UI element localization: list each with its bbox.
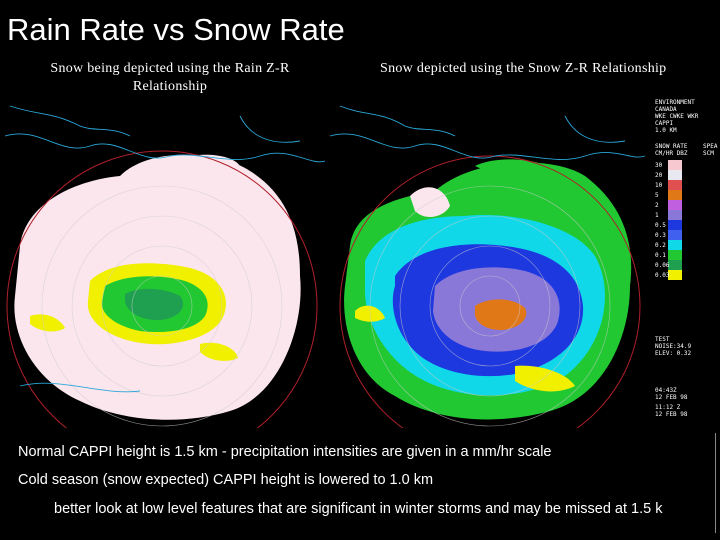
status-test: TEST	[655, 336, 670, 343]
footer-time-2: 11:12 Z	[655, 404, 681, 411]
radar-image-snow-zr: ENVIRONMENT CANADA WKE CWKE WKR CAPPI 1.…	[325, 96, 720, 428]
slide-title: Rain Rate vs Snow Rate	[7, 12, 345, 47]
radar-info-panel: ENVIRONMENT CANADA WKE CWKE WKR CAPPI 1.…	[655, 99, 718, 157]
radar-status-block: TEST NOISE:34.9 ELEV: 0.32 04:43Z 12 FEB…	[655, 336, 692, 418]
divider	[715, 433, 716, 533]
legend-row: 10	[655, 182, 663, 189]
legend-row: 20	[655, 172, 663, 179]
legend-row: 30	[655, 162, 663, 169]
notes-area: Normal CAPPI height is 1.5 km - precipit…	[0, 433, 720, 540]
legend-title-2: CM/HR DBZ	[655, 150, 688, 157]
legend-row: 0.5	[655, 222, 666, 229]
footer-date-2: 12 FEB 98	[655, 411, 688, 418]
note-low-level-features: better look at low level features that a…	[54, 501, 663, 517]
legend-row: 0.06	[655, 262, 670, 269]
status-elev: ELEV: 0.32	[655, 350, 692, 357]
legend-row: 2	[655, 202, 659, 209]
legend-row: 1	[655, 212, 659, 219]
legend-row: 5	[655, 192, 659, 199]
note-cappi-height: Normal CAPPI height is 1.5 km - precipit…	[18, 444, 552, 460]
legend-title-3: SPEA	[703, 143, 718, 150]
legend-row: 0.1	[655, 252, 666, 259]
left-radar-caption: Snow being depicted using the Rain Z-R R…	[50, 61, 290, 94]
panel-header-2: CANADA	[655, 106, 677, 113]
panel-header-3: WKE CWKE WKR	[655, 113, 699, 120]
footer-time-1: 04:43Z	[655, 387, 677, 394]
legend-row: 0.03	[655, 272, 670, 279]
legend-row: 0.2	[655, 242, 666, 249]
status-noise: NOISE:34.9	[655, 343, 692, 350]
right-radar-caption: Snow depicted using the Snow Z-R Relatio…	[380, 61, 667, 76]
panel-header-1: ENVIRONMENT	[655, 99, 695, 106]
panel-header-4: CAPPI	[655, 120, 673, 127]
snow-rate-legend: 30 20 10 5 2 1 0.5 0.3 0.2 0.1 0.06 0.03	[655, 160, 682, 280]
snow-rate-echo	[344, 159, 632, 420]
footer-date-1: 12 FEB 98	[655, 394, 688, 401]
panel-header-5: 1.0 KM	[655, 127, 677, 134]
note-cold-season: Cold season (snow expected) CAPPI height…	[18, 472, 434, 488]
legend-row: 0.3	[655, 232, 666, 239]
legend-title-1: SNOW RATE	[655, 143, 688, 150]
legend-title-4: SCM	[703, 150, 714, 157]
radar-image-rain-zr	[0, 96, 325, 428]
